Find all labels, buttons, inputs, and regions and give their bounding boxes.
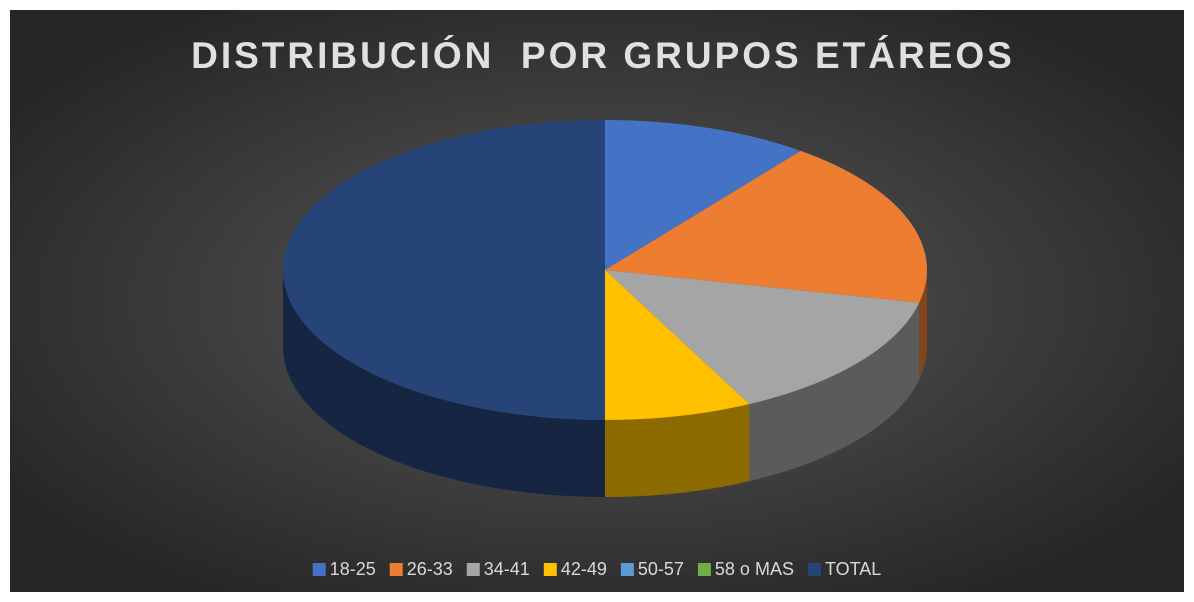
legend-swatch (466, 563, 480, 576)
legend-label: 34-41 (484, 559, 530, 579)
pie-side (283, 270, 605, 497)
legend-swatch (389, 563, 403, 576)
pie-side (605, 404, 750, 497)
pie-side (919, 270, 927, 380)
pie-slice (605, 270, 920, 405)
pie-sides (283, 270, 927, 497)
legend: 18-25 26-33 34-41 42-49 50-57 58 o MAS TOTAL (312, 559, 881, 579)
pie-side (749, 302, 920, 482)
legend-swatch (807, 563, 821, 576)
pie-tops (283, 120, 927, 420)
pie-slice (605, 150, 927, 303)
chart-title: DISTRIBUCIÓN POR GRUPOS ETÁREOS (191, 34, 1015, 76)
legend-swatch (620, 563, 634, 576)
legend-label: 58 o MAS (715, 559, 794, 579)
legend-swatch (543, 563, 557, 576)
legend-label: 18-25 (330, 559, 376, 579)
legend-swatch (312, 563, 326, 576)
legend-label: 42-49 (561, 559, 607, 579)
legend-label: TOTAL (825, 559, 881, 579)
legend-swatch (697, 563, 711, 576)
pie-slice (283, 120, 605, 420)
pie-slice (605, 120, 801, 270)
pie-slice (605, 270, 750, 420)
legend-label: 50-57 (638, 559, 684, 579)
pie (283, 120, 927, 497)
legend-label: 26-33 (407, 559, 453, 579)
